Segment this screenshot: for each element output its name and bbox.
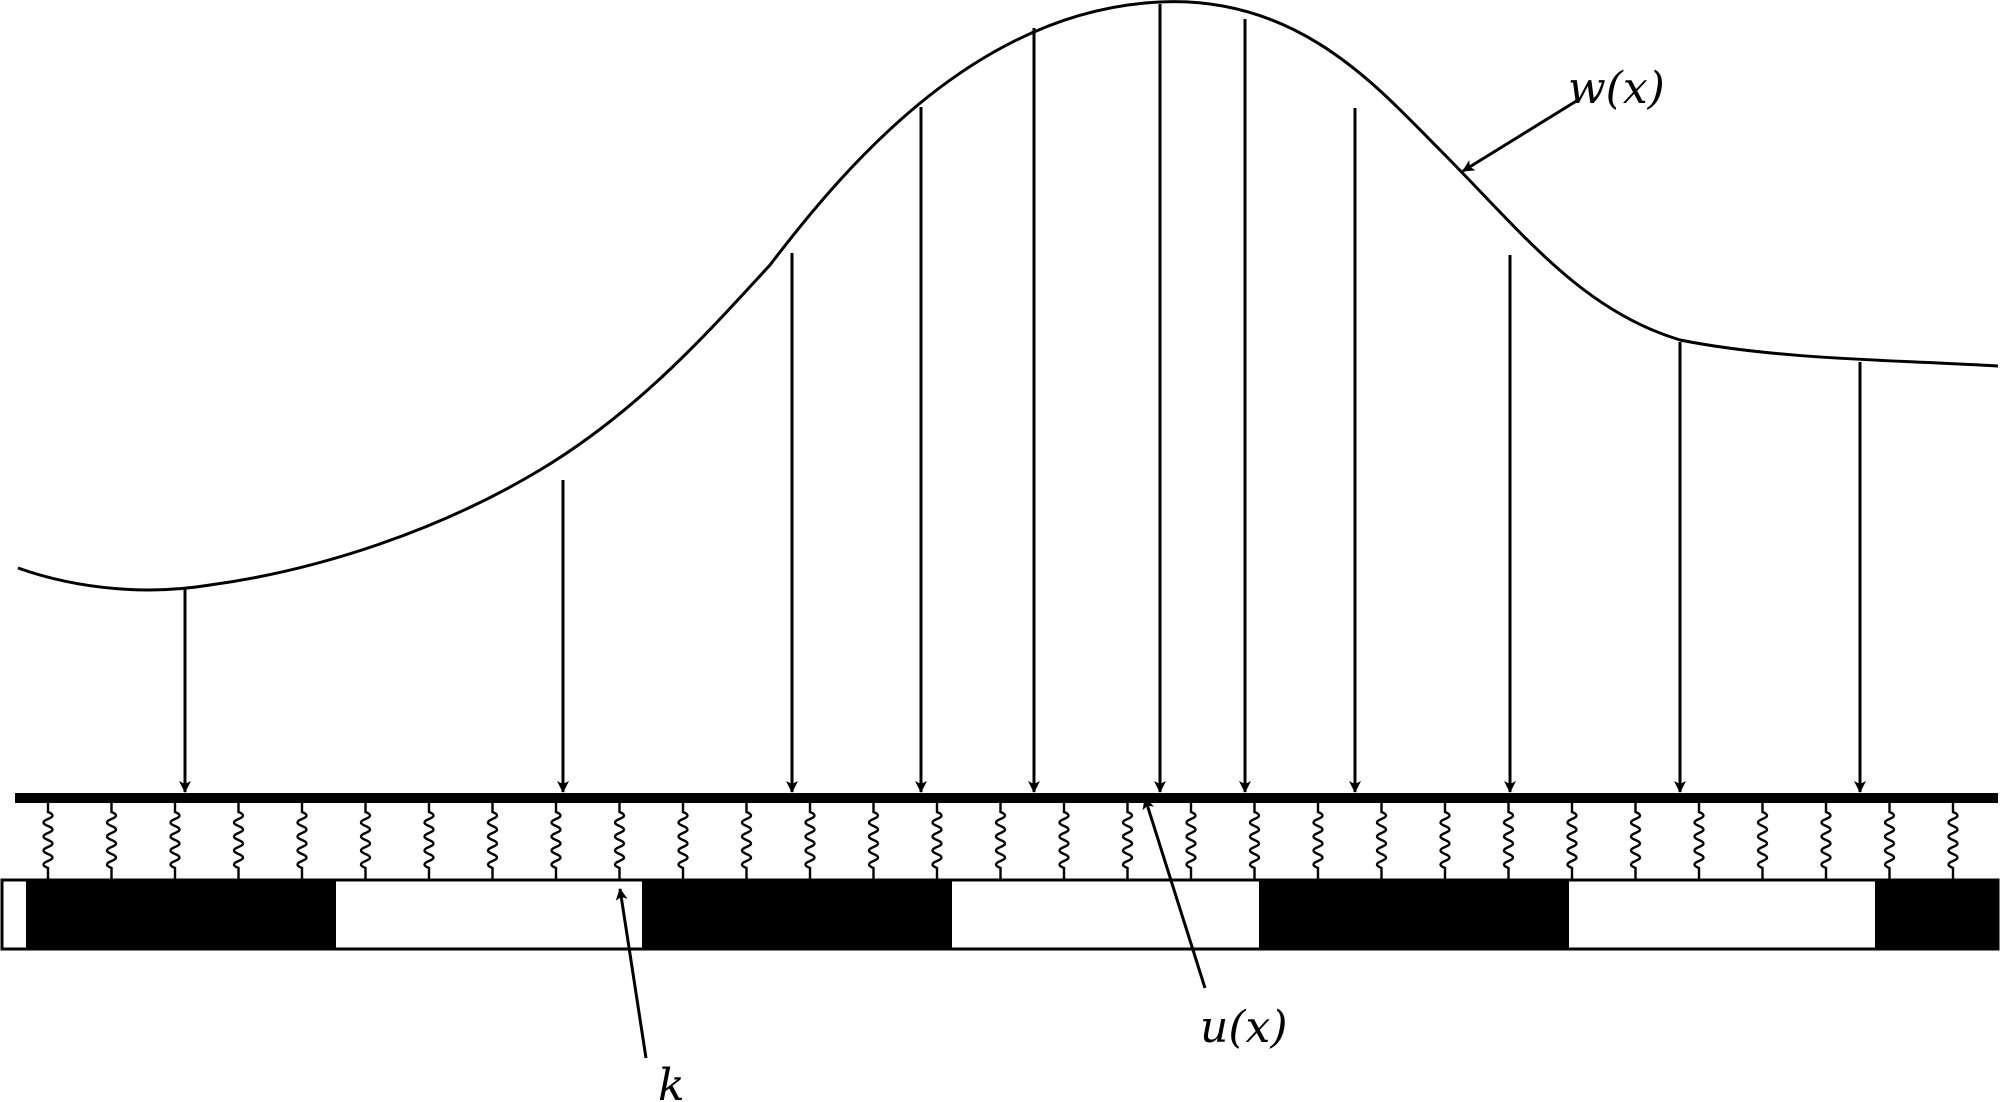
spring [232, 801, 245, 882]
load-curve [17, 0, 1999, 592]
spring [1248, 801, 1261, 882]
spring [105, 801, 118, 882]
springs [42, 801, 1959, 882]
spring [486, 801, 499, 882]
spring [677, 801, 689, 882]
spring [550, 801, 562, 882]
spring [42, 801, 54, 882]
spring [1121, 801, 1134, 882]
stiffness-leader-arrow [615, 888, 648, 1059]
spring [1629, 801, 1642, 882]
spring [613, 801, 626, 882]
spring [1375, 801, 1388, 882]
spring [994, 801, 1007, 882]
foundation-block-dark [642, 879, 952, 950]
spring [1439, 801, 1451, 882]
foundation-block-light [334, 879, 644, 950]
foundation-block-light [1567, 879, 1877, 950]
spring [1756, 801, 1769, 882]
spring [1947, 801, 1959, 882]
load-label: w(x) [1568, 63, 1665, 114]
spring [804, 801, 816, 882]
spring [1883, 801, 1896, 882]
foundation-block-dark [1875, 879, 1999, 950]
foundation-block-dark [1259, 879, 1569, 950]
spring [1185, 801, 1197, 882]
spring [1058, 801, 1070, 882]
stiffness-label: k [658, 1060, 685, 1102]
spring [931, 801, 943, 882]
deflection-leader-arrow [1142, 797, 1207, 989]
foundation-block-light [1, 879, 28, 950]
spring [1502, 801, 1515, 882]
spring [740, 801, 753, 882]
load-leader-arrow [1462, 98, 1579, 173]
spring [423, 801, 435, 882]
spring [867, 801, 880, 882]
spring [1566, 801, 1578, 882]
foundation-block-dark [26, 879, 336, 950]
deflection-label: u(x) [1200, 1002, 1287, 1053]
spring [1820, 801, 1832, 882]
foundation-block-light [950, 879, 1261, 950]
spring [359, 801, 372, 882]
spring [1693, 801, 1705, 882]
spring [169, 801, 181, 882]
load-arrows [179, 4, 1866, 793]
spring [1312, 801, 1324, 882]
spring [296, 801, 308, 882]
foundation-outline [0, 878, 2000, 951]
foundation [0, 878, 2000, 951]
